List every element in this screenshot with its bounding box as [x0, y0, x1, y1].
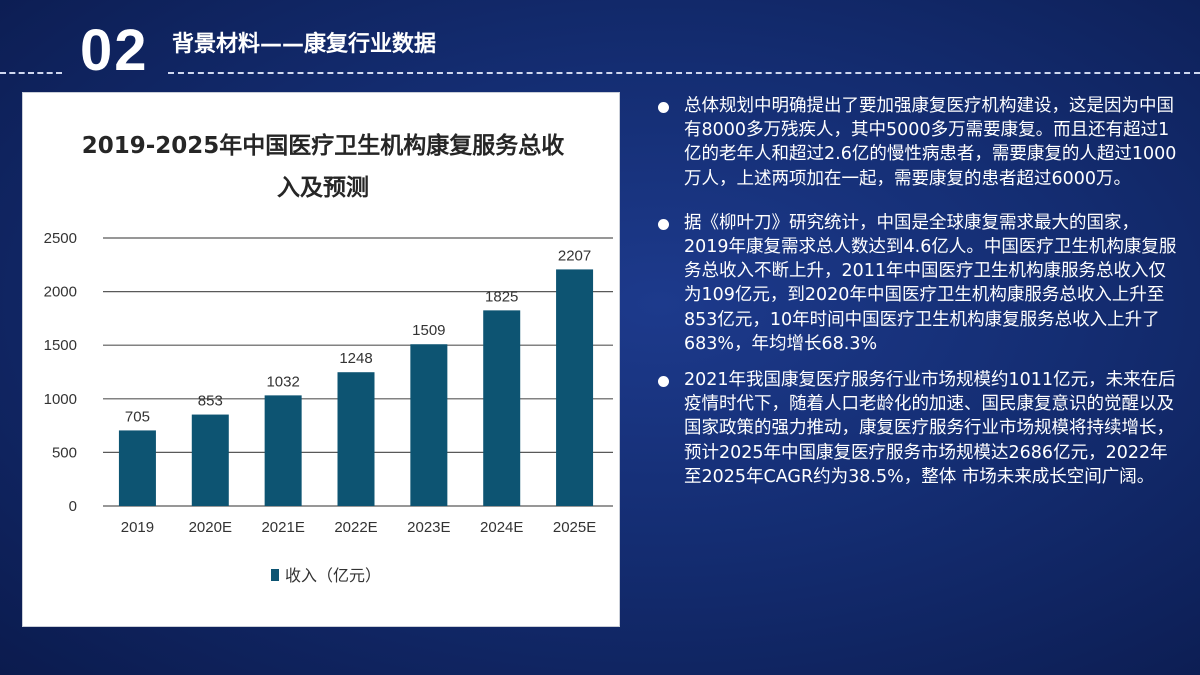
data-label: 1509 — [412, 322, 445, 339]
bar — [118, 430, 156, 506]
y-tick-label: 500 — [52, 444, 77, 461]
bar — [556, 269, 594, 506]
data-label: 1032 — [266, 373, 299, 390]
chart-panel: 2019-2025年中国医疗卫生机构康复服务总收 入及预测 0 500 1000 1500… — [22, 92, 620, 627]
data-label: 853 — [198, 393, 223, 410]
x-tick-label: 2020E — [189, 519, 232, 536]
legend-label: 收入（亿元） — [285, 566, 381, 585]
bullet-list: 总体规划中明确提出了要加强康复医疗机构建设，这是因为中国有8000多万残疾人，其… — [650, 94, 1180, 489]
data-label: 2207 — [558, 247, 591, 264]
chart-title-line: 入及预测 — [277, 175, 369, 201]
chart-title-line: 2019-2025年中国医疗卫生机构康复服务总收 — [82, 132, 565, 159]
bullet-dot-icon — [658, 102, 669, 113]
bar — [264, 395, 302, 506]
section-number: 02 — [80, 18, 149, 83]
bar — [191, 414, 229, 506]
x-tick-label: 2025E — [553, 519, 596, 536]
y-tick-label: 2000 — [44, 284, 77, 301]
bullet-dot-icon — [658, 376, 669, 388]
bullet-item-2: 据《柳叶刀》研究统计，中国是全球康复需求最大的国家，2019年康复需求总人数达到… — [650, 211, 1180, 356]
x-tick-label: 2021E — [261, 519, 304, 536]
bullet-text-3: 2021年我国康复医疗服务行业市场规模约1011亿元，未来在后疫情时代下，随着人… — [684, 370, 1176, 487]
y-tick-label: 1500 — [44, 337, 77, 354]
y-tick-label: 2500 — [44, 230, 77, 247]
bullet-item-1: 总体规划中明确提出了要加强康复医疗机构建设，这是因为中国有8000多万残疾人，其… — [650, 94, 1180, 191]
x-tick-label: 2019 — [121, 519, 154, 536]
data-label: 1248 — [339, 350, 372, 367]
bullet-dot-icon — [658, 218, 669, 230]
x-tick-label: 2022E — [334, 519, 377, 536]
section-title: 背景材料——康复行业数据 — [172, 32, 437, 57]
divider-left — [0, 72, 62, 74]
legend-swatch — [271, 569, 279, 581]
bar — [483, 310, 521, 506]
bullet-text-1: 总体规划中明确提出了要加强康复医疗机构建设，这是因为中国有8000多万残疾人，其… — [684, 96, 1177, 189]
bullet-text-2: 据《柳叶刀》研究统计，中国是全球康复需求最大的国家，2019年康复需求总人数达到… — [684, 212, 1177, 354]
y-tick-label: 1000 — [44, 391, 77, 408]
x-tick-label: 2023E — [407, 519, 450, 536]
data-label: 705 — [125, 408, 150, 425]
bar — [337, 372, 375, 506]
x-tick-label: 2024E — [480, 519, 523, 536]
data-label: 1825 — [485, 288, 518, 305]
bar — [410, 344, 448, 506]
divider-right — [168, 72, 1200, 74]
bullet-item-3: 2021年我国康复医疗服务行业市场规模约1011亿元，未来在后疫情时代下，随着人… — [650, 368, 1180, 489]
y-tick-label: 0 — [69, 498, 77, 515]
